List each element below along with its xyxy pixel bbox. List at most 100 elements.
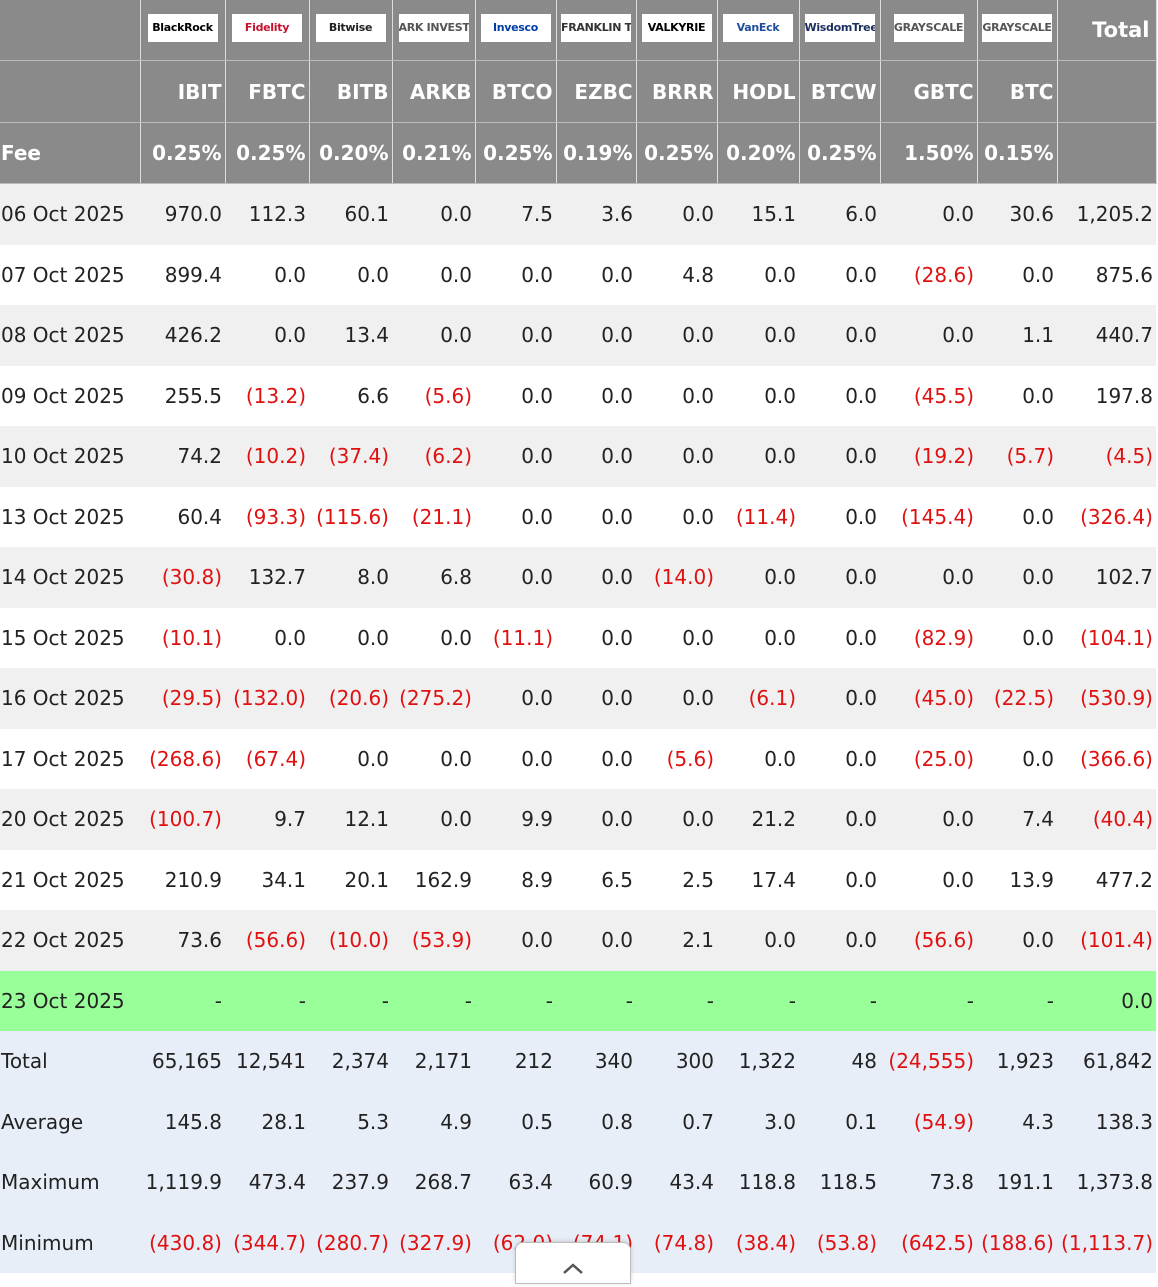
flow-value: (101.4) (1057, 910, 1156, 971)
flow-value: 9.9 (475, 789, 556, 850)
flow-value: - (717, 970, 799, 1031)
empty-cell (0, 0, 141, 61)
flow-value: 162.9 (392, 849, 475, 910)
flow-value: (45.5) (880, 365, 977, 426)
summary-value: (74.8) (636, 1212, 717, 1273)
flow-value: (45.0) (880, 668, 977, 729)
flow-value: (5.6) (392, 365, 475, 426)
summary-value: (280.7) (309, 1212, 392, 1273)
summary-value: 1,373.8 (1057, 1152, 1156, 1213)
flow-value: 0.0 (392, 728, 475, 789)
summary-value: (53.8) (799, 1212, 880, 1273)
date: 16 Oct 2025 (0, 668, 140, 729)
summary-label: Maximum (0, 1152, 140, 1213)
flow-value: 0.0 (309, 728, 392, 789)
flow-value: (25.0) (880, 728, 977, 789)
flow-value: 102.7 (1057, 547, 1156, 608)
fee: 0.25% (636, 122, 718, 184)
flow-value: 0.0 (717, 547, 799, 608)
flow-value: 0.0 (392, 244, 475, 305)
flow-value: - (225, 970, 309, 1031)
ticker: FBTC (225, 60, 310, 123)
flow-value: 0.0 (556, 607, 636, 668)
flow-value: 60.1 (309, 183, 392, 245)
data-row: 21 Oct 2025 210.9 34.1 20.1 162.9 8.9 6.5 2.5 17… (0, 849, 1156, 910)
flow-value: (366.6) (1057, 728, 1156, 789)
flow-value: 34.1 (225, 849, 309, 910)
flow-value: (275.2) (392, 668, 475, 729)
flow-value: (82.9) (880, 607, 977, 668)
summary-value: 0.5 (475, 1091, 556, 1152)
flow-value: 0.0 (475, 486, 556, 547)
flow-value: 0.0 (880, 547, 977, 608)
flow-value: 0.0 (475, 426, 556, 487)
flow-value: (53.9) (392, 910, 475, 971)
scroll-up-button[interactable] (515, 1242, 631, 1284)
flow-value: 0.0 (556, 244, 636, 305)
brand-logo: VanEck (723, 13, 793, 42)
summary-row: Maximum 1,119.9 473.4 237.9 268.7 63.4 60.9 43.… (0, 1152, 1156, 1213)
flow-value: - (309, 970, 392, 1031)
flow-value: 0.0 (977, 607, 1057, 668)
flow-value: 0.0 (392, 183, 475, 245)
fee: 0.19% (556, 122, 637, 184)
summary-value: 63.4 (475, 1152, 556, 1213)
flow-value: (56.6) (880, 910, 977, 971)
summary-value: 138.3 (1057, 1091, 1156, 1152)
data-row: 06 Oct 2025 970.0 112.3 60.1 0.0 7.5 3.6 0.0 15.… (0, 183, 1156, 245)
flow-value: 0.0 (556, 426, 636, 487)
summary-value: 1,923 (977, 1031, 1057, 1092)
summary-value: 1,322 (717, 1031, 799, 1092)
flow-value: (326.4) (1057, 486, 1156, 547)
flow-value: - (880, 970, 977, 1031)
flow-value: 6.0 (799, 183, 880, 245)
summary-value: (430.8) (140, 1212, 225, 1273)
flow-value: 6.5 (556, 849, 636, 910)
summary-label: Total (0, 1031, 140, 1092)
flow-value: 0.0 (880, 789, 977, 850)
flow-value: 0.0 (636, 305, 717, 366)
ticker-row: IBIT FBTC BITB ARKB BTCO EZBC BRRR HODL BTCW GBTC… (0, 60, 1157, 123)
data-row: 10 Oct 2025 74.2 (10.2) (37.4) (6.2) 0.0 0.0 0.… (0, 426, 1156, 487)
summary-value: 340 (556, 1031, 636, 1092)
flow-value: (28.6) (880, 244, 977, 305)
data-row: 20 Oct 2025 (100.7) 9.7 12.1 0.0 9.9 0.0 0.0 21.… (0, 789, 1156, 850)
flow-value: 0.0 (977, 728, 1057, 789)
flow-value: 0.0 (717, 365, 799, 426)
summary-row: Total 65,165 12,541 2,374 2,171 212 340 300 1,32… (0, 1031, 1156, 1092)
summary-value: 4.3 (977, 1091, 1057, 1152)
summary-value: 191.1 (977, 1152, 1057, 1213)
brand-logo: Fidelity (232, 13, 302, 42)
flow-value: - (977, 970, 1057, 1031)
flow-value: 197.8 (1057, 365, 1156, 426)
flow-value: 1,205.2 (1057, 183, 1156, 245)
summary-value: (38.4) (717, 1212, 799, 1273)
flow-value: 0.0 (799, 365, 880, 426)
data-row: 16 Oct 2025 (29.5) (132.0) (20.6) (275.2) 0.0… (0, 668, 1156, 729)
flow-value: (115.6) (309, 486, 392, 547)
flow-value: 0.0 (636, 365, 717, 426)
flow-value: 2.5 (636, 849, 717, 910)
flow-value: 0.0 (717, 728, 799, 789)
flow-value: 0.0 (636, 789, 717, 850)
flow-value: - (392, 970, 475, 1031)
fee-label: Fee (0, 122, 141, 184)
flow-value: 0.0 (717, 426, 799, 487)
flow-value: (13.2) (225, 365, 309, 426)
flow-value: (29.5) (140, 668, 225, 729)
flow-value: 0.0 (880, 849, 977, 910)
summary-value: 118.8 (717, 1152, 799, 1213)
summary-value: 0.8 (556, 1091, 636, 1152)
empty-cell (1057, 122, 1157, 184)
flow-value: (21.1) (392, 486, 475, 547)
date: 09 Oct 2025 (0, 365, 140, 426)
fee-row: Fee 0.25% 0.25% 0.20% 0.21% 0.25% 0.19% 0.25% 0.… (0, 122, 1157, 184)
flow-value: (67.4) (225, 728, 309, 789)
flow-value: (530.9) (1057, 668, 1156, 729)
date: 17 Oct 2025 (0, 728, 140, 789)
summary-value: 28.1 (225, 1091, 309, 1152)
flow-value: 0.0 (977, 244, 1057, 305)
brand-cell: VanEck (717, 0, 800, 61)
flow-value: 0.0 (556, 365, 636, 426)
flow-value: 0.0 (977, 486, 1057, 547)
